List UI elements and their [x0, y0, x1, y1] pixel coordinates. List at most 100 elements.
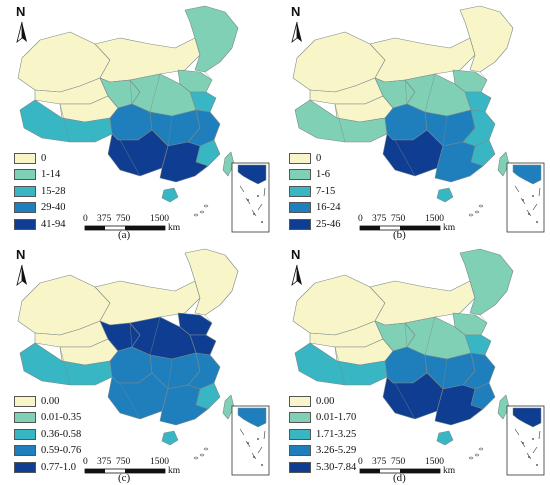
inset-island [536, 464, 538, 466]
north-label: N [16, 4, 26, 19]
scale-tick-label: 375 [97, 214, 112, 224]
scale-tick-label: 750 [116, 214, 131, 224]
map-panel-c: N 0.00 0.01-0.35 0.36-0.58 0.59-0.76 0.77-1.0… [0, 243, 275, 485]
scale-unit: km [443, 466, 456, 476]
north-label: N [16, 247, 26, 262]
region-taiwan [222, 394, 235, 420]
inset-boundary-dashes [514, 428, 541, 460]
inset-coastline [237, 407, 267, 428]
scale-tick-label: 0 [358, 214, 363, 224]
north-arrow-icon [291, 21, 302, 44]
legend-label: 5.30-7.84 [316, 461, 357, 473]
legend-label: 0.01-1.70 [316, 412, 357, 424]
province-border [404, 322, 408, 348]
island-outline [478, 447, 484, 451]
region-south [159, 141, 209, 183]
legend-item: 1.71-3.25 [289, 426, 356, 443]
inset-coastline [512, 164, 542, 185]
legend-label: 0.77-1.0 [41, 461, 76, 473]
legend-item: 1-6 [289, 167, 341, 184]
legend-swatch [14, 412, 36, 424]
legend: 0 1-6 7-15 16-24 25-46 [289, 150, 341, 233]
province-border [424, 73, 436, 113]
scale-tick-label: 375 [372, 457, 387, 467]
north-arrow-icon [291, 264, 302, 287]
island-outline [478, 204, 484, 208]
legend-label: 15-28 [41, 185, 66, 197]
legend-swatch [289, 461, 311, 473]
scale-bar-labels: 0 375 750 1500 [275, 457, 550, 469]
legend-item: 3.26-5.29 [289, 443, 356, 460]
legend-swatch [14, 202, 36, 214]
legend-swatch [289, 218, 311, 230]
inset-island [522, 199, 524, 201]
inset-island [528, 213, 530, 215]
region-northeast [184, 5, 239, 73]
map-panel-b: N 0 1-6 7-15 16-24 25-46 0 375 750 1500 km (b) [275, 0, 550, 242]
map-svg [16, 248, 270, 476]
legend-label: 25-46 [316, 218, 341, 230]
province-border [204, 314, 213, 324]
region-taiwan [497, 394, 510, 420]
island-outline [193, 456, 199, 460]
scale-bar [359, 225, 441, 231]
scale-tick-label: 750 [391, 457, 406, 467]
inset-island [253, 213, 255, 215]
legend-label: 41-94 [41, 218, 66, 230]
scale-tick-label: 0 [83, 214, 88, 224]
legend-swatch [14, 428, 36, 440]
region-south [434, 384, 484, 426]
inset-island [536, 221, 538, 223]
province-border [204, 71, 213, 81]
inset-island [261, 464, 263, 466]
panel-label: (a) [118, 229, 131, 241]
map-svg [16, 5, 270, 233]
inset-island [247, 199, 249, 201]
region-hainan [436, 430, 454, 446]
region-hainan [436, 187, 454, 203]
legend-swatch [289, 202, 311, 214]
province-border [149, 316, 161, 356]
legend-label: 1-14 [41, 169, 61, 181]
scale-bar [84, 225, 166, 231]
legend-swatch [14, 152, 36, 164]
south-china-sea-inset [506, 405, 545, 476]
province-border [442, 115, 448, 147]
inset-boundary-dashes [239, 428, 266, 460]
province-border [119, 382, 141, 420]
legend-swatch [289, 152, 311, 164]
scale-tick-label: 0 [358, 457, 363, 467]
scale-tick-label: 0 [83, 457, 88, 467]
scale-tick-label: 1500 [150, 214, 169, 224]
province-border [424, 316, 436, 356]
north-arrow-icon [16, 264, 27, 287]
scale-bar-labels: 0 375 750 1500 [275, 214, 550, 226]
legend-label: 0 [41, 152, 47, 164]
legend-item: 0 [14, 150, 66, 167]
province-border [394, 382, 416, 420]
legend-label: 1.71-3.25 [316, 428, 357, 440]
island-outline [199, 453, 205, 457]
north-label: N [291, 4, 301, 19]
province-border [129, 79, 133, 105]
region-hainan [161, 430, 179, 446]
legend-swatch [289, 428, 311, 440]
legend-item: 0.01-1.70 [289, 410, 356, 427]
legend: 0.00 0.01-1.70 1.71-3.25 3.26-5.29 5.30-7.84 [289, 393, 356, 476]
legend-item: 0 [289, 150, 341, 167]
legend-item: 0.77-1.0 [14, 459, 81, 476]
legend-label: 0.36-0.58 [41, 428, 82, 440]
inset-island [528, 456, 530, 458]
scale-tick-label: 1500 [150, 457, 169, 467]
scale-unit: km [168, 466, 181, 476]
island-outline [474, 453, 480, 457]
legend-label: 0.00 [316, 395, 335, 407]
legend-item: 0.59-0.76 [14, 443, 81, 460]
inset-island [253, 456, 255, 458]
legend-label: 16-24 [316, 202, 341, 214]
island-outline [474, 210, 480, 214]
legend-swatch [14, 395, 36, 407]
province-border [394, 139, 416, 177]
province-border [442, 358, 448, 390]
island-outline [468, 213, 474, 217]
